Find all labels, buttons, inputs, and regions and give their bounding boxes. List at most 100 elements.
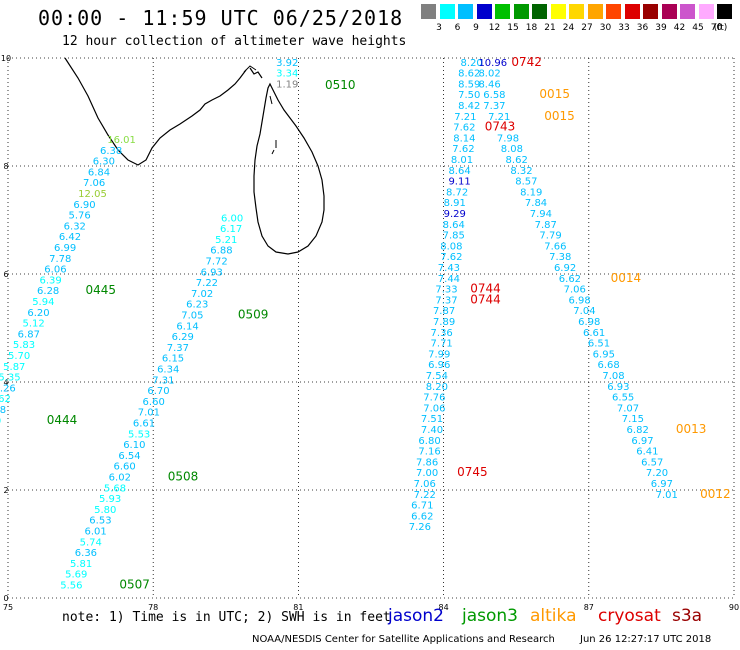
legend-swatch bbox=[698, 4, 714, 19]
legend-swatch bbox=[680, 4, 695, 19]
wave-height-label: 5.21 bbox=[215, 235, 237, 246]
wave-height-label: 7.72 bbox=[205, 257, 227, 268]
legend-swatch bbox=[476, 4, 492, 19]
legend-swatch bbox=[624, 4, 640, 19]
wave-height-label: 7.06 bbox=[414, 479, 436, 490]
pass-time-label: 0742 bbox=[511, 55, 542, 69]
wave-height-label: 8.02 bbox=[478, 69, 500, 80]
wave-height-label: 3.92 bbox=[276, 58, 298, 69]
wave-height-label: 7.79 bbox=[539, 231, 561, 242]
wave-height-label: 5.81 bbox=[70, 559, 92, 570]
wave-height-label: 8.72 bbox=[446, 187, 468, 198]
wave-height-label: 7.31 bbox=[152, 375, 174, 386]
legend-label: 21 bbox=[544, 23, 556, 33]
legend-label: 30 bbox=[599, 23, 612, 33]
wave-height-label: 7.33 bbox=[435, 285, 457, 296]
pass-time-label: 0509 bbox=[238, 308, 269, 322]
map-grid bbox=[7, 57, 735, 599]
wave-height-label: 7.84 bbox=[525, 198, 547, 209]
wave-height-label: 6.60 bbox=[114, 462, 136, 473]
wave-height-label: 9.11 bbox=[448, 177, 470, 188]
wave-height-label: 6.61 bbox=[583, 328, 605, 339]
legend-swatch bbox=[569, 4, 584, 19]
pass-time-label: 0445 bbox=[85, 283, 116, 297]
wave-height-label: 8.46 bbox=[478, 79, 500, 90]
wave-height-label: 6.82 bbox=[627, 425, 649, 436]
legend-label: 33 bbox=[618, 23, 630, 33]
wave-height-label: 6.34 bbox=[157, 365, 179, 376]
legend-swatch bbox=[495, 4, 510, 19]
wave-height-label: 6.15 bbox=[162, 354, 184, 365]
wave-height-label: 5.70 bbox=[8, 351, 30, 362]
wave-height-label: 8.20 bbox=[461, 58, 483, 69]
pass-time-label: 0510 bbox=[325, 78, 356, 92]
wave-height-label: 8.62 bbox=[458, 69, 480, 80]
pass-time-label: 0013 bbox=[676, 422, 707, 436]
wave-height-label: 5.69 bbox=[65, 570, 87, 581]
wave-height-label: 6.54 bbox=[118, 451, 140, 462]
wave-height-label: 6.55 bbox=[612, 393, 634, 404]
wave-height-label: 7.22 bbox=[414, 490, 436, 501]
page-subtitle: 12 hour collection of altimeter wave hei… bbox=[62, 34, 407, 49]
wave-height-label: 6.01 bbox=[84, 527, 106, 538]
legend-label: 70 bbox=[710, 23, 723, 33]
wave-height-label: 7.62 bbox=[440, 252, 462, 263]
wave-height-label: 5.35 bbox=[0, 373, 21, 384]
wave-height-label: 7.50 bbox=[458, 90, 480, 101]
wave-height-label: 1.19 bbox=[276, 79, 298, 90]
legend-unit-label: (ft) bbox=[713, 23, 728, 33]
wave-height-label: 16.01 bbox=[107, 135, 136, 146]
legend-label: 6 bbox=[454, 23, 461, 33]
wave-height-label: 7.15 bbox=[622, 414, 644, 425]
lat-tick-label: 8 bbox=[3, 162, 8, 171]
wave-height-label: 7.40 bbox=[421, 425, 443, 436]
wave-height-label: 6.88 bbox=[0, 405, 6, 416]
wave-height-label: 7.76 bbox=[423, 393, 445, 404]
satellite-jason3: jason3 bbox=[462, 606, 518, 626]
india-east-coast bbox=[249, 67, 263, 79]
wave-height-label: 8.91 bbox=[444, 198, 466, 209]
wave-height-label: 8.42 bbox=[458, 101, 480, 112]
lat-tick-label: 4 bbox=[3, 378, 8, 387]
wave-height-label: 5.12 bbox=[23, 319, 45, 330]
legend-label: 39 bbox=[655, 23, 667, 33]
legend-swatch bbox=[513, 4, 529, 19]
wave-height-label: 8.20 bbox=[426, 382, 448, 393]
wave-height-label: 6.42 bbox=[59, 232, 81, 243]
lat-tick-label: 10 bbox=[1, 54, 11, 63]
wave-height-label: 8.64 bbox=[443, 220, 465, 231]
wave-height-label: 6.96 bbox=[428, 360, 450, 371]
wave-height-label: 6.68 bbox=[598, 360, 620, 371]
wave-height-label: 7.78 bbox=[49, 254, 71, 265]
wave-height-label: 5.90 bbox=[0, 416, 1, 427]
legend-label: 36 bbox=[636, 23, 649, 33]
wave-height-label: 7.04 bbox=[573, 306, 595, 317]
wave-height-label: 7.02 bbox=[191, 289, 213, 300]
wave-height-label: 7.94 bbox=[530, 209, 552, 220]
wave-height-label: 6.23 bbox=[186, 300, 208, 311]
wave-height-label: 7.38 bbox=[549, 252, 571, 263]
wave-height-label: 6.10 bbox=[123, 440, 145, 451]
wave-height-label: 6.97 bbox=[651, 479, 673, 490]
wave-height-label: 8.08 bbox=[440, 241, 462, 252]
legend-label: 27 bbox=[581, 23, 593, 33]
wave-height-label: 6.97 bbox=[631, 436, 653, 447]
wave-height-label: 6.51 bbox=[588, 339, 610, 350]
wave-height-label: 6.62 bbox=[411, 511, 433, 522]
wave-height-label: 6.30 bbox=[93, 157, 115, 168]
wave-height-label: 6.17 bbox=[220, 224, 242, 235]
wave-height-label: 8.59 bbox=[458, 79, 480, 90]
wave-height-label: 7.06 bbox=[564, 285, 586, 296]
wave-height-label: 6.88 bbox=[210, 246, 232, 257]
wave-height-label: 8.57 bbox=[515, 177, 537, 188]
wave-height-label: 7.01 bbox=[656, 490, 678, 501]
wave-height-label: 6.00 bbox=[221, 213, 243, 224]
wave-height-label: 7.36 bbox=[431, 328, 453, 339]
wave-height-label: 8.08 bbox=[501, 144, 523, 155]
wave-height-label: 5.80 bbox=[94, 505, 116, 516]
legend-label: 42 bbox=[673, 23, 686, 33]
wave-height-label: 6.36 bbox=[75, 548, 97, 559]
map-axes: 75 78 81 84 87 90 0 2 4 6 8 10 bbox=[1, 54, 739, 612]
wave-height-label: 6.02 bbox=[109, 473, 131, 484]
legend-swatch bbox=[532, 4, 547, 19]
